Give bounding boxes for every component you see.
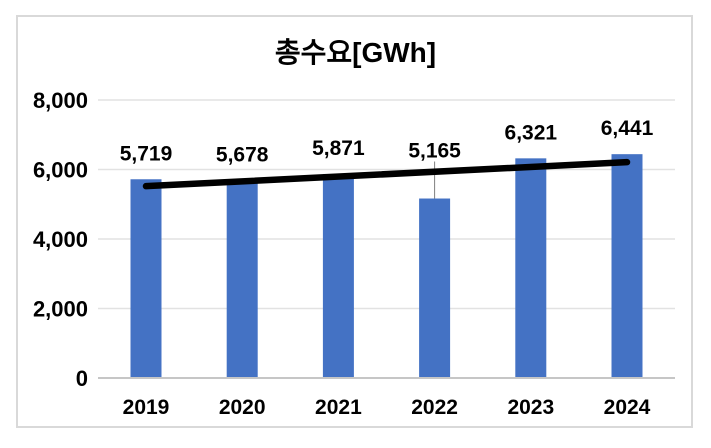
bar-data-label: 6,441	[601, 117, 654, 140]
x-axis-label: 2020	[219, 396, 266, 419]
bar	[611, 154, 643, 378]
bar	[515, 158, 547, 378]
y-axis-label: 6,000	[33, 158, 88, 183]
bar	[419, 198, 451, 378]
x-axis-label: 2024	[604, 396, 651, 419]
bar	[322, 173, 354, 378]
bar-data-label: 5,719	[120, 142, 173, 165]
bar-data-label: 5,871	[312, 137, 365, 160]
x-axis-label: 2023	[507, 396, 554, 419]
bar-data-label: 5,678	[216, 144, 269, 167]
x-axis-label: 2022	[411, 396, 458, 419]
trendline	[142, 158, 631, 190]
y-axis-label: 2,000	[33, 297, 88, 322]
y-axis-label: 8,000	[33, 88, 88, 113]
bar-data-label: 5,165	[408, 140, 461, 163]
bar	[130, 179, 162, 378]
x-axis-label: 2019	[123, 396, 170, 419]
bar	[226, 180, 258, 378]
x-axis-label: 2021	[315, 396, 362, 419]
y-axis-label: 0	[76, 366, 88, 391]
chart-title: 총수요[GWh]	[274, 37, 437, 68]
bar-data-label: 6,321	[505, 121, 558, 144]
chart-area-border	[16, 15, 693, 428]
y-axis-label: 4,000	[33, 227, 88, 252]
